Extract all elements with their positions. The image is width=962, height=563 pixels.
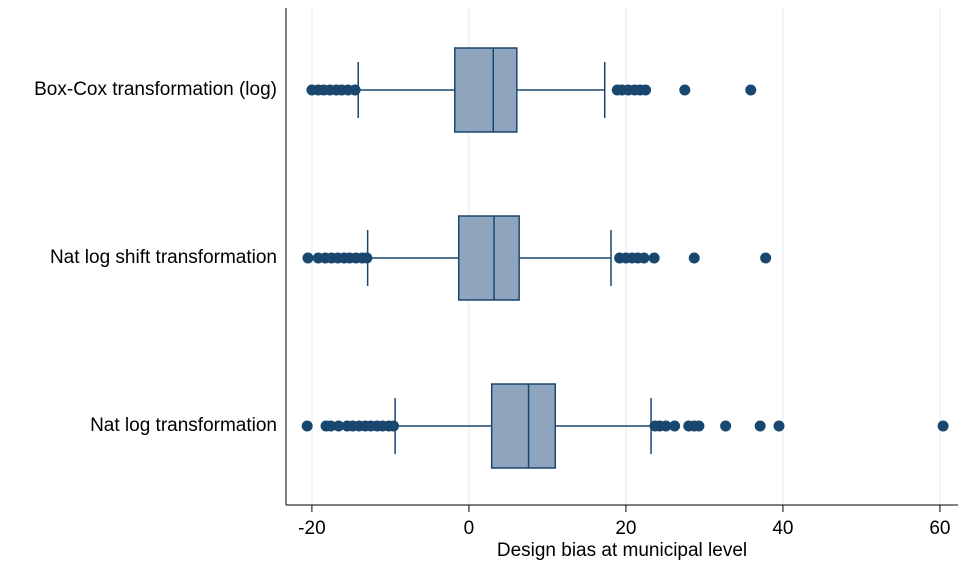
outlier xyxy=(679,84,691,96)
x-tick-label: 40 xyxy=(772,518,793,539)
outlier xyxy=(745,84,757,96)
x-axis-label: Design bias at municipal level xyxy=(497,540,747,561)
outlier xyxy=(648,252,660,264)
outlier xyxy=(720,420,732,432)
outlier xyxy=(333,420,345,432)
x-tick-label: -20 xyxy=(298,518,325,539)
x-tick-label: 0 xyxy=(464,518,475,539)
outlier xyxy=(349,84,361,96)
outlier xyxy=(302,252,314,264)
outlier xyxy=(325,420,337,432)
outlier xyxy=(688,252,700,264)
x-tick-label: 20 xyxy=(615,518,636,539)
outlier xyxy=(301,420,313,432)
box xyxy=(457,215,520,301)
outlier xyxy=(754,420,766,432)
category-label: Box-Cox transformation (log) xyxy=(34,79,277,100)
outlier xyxy=(669,420,681,432)
category-label: Nat log shift transformation xyxy=(50,247,277,268)
outlier xyxy=(640,84,652,96)
box xyxy=(490,383,557,469)
outlier xyxy=(388,420,400,432)
category-label: Nat log transformation xyxy=(90,415,277,436)
outlier xyxy=(937,420,949,432)
x-tick-label: 60 xyxy=(929,518,950,539)
outlier xyxy=(660,420,672,432)
outlier xyxy=(693,420,705,432)
outlier xyxy=(773,420,785,432)
outlier xyxy=(760,252,772,264)
outlier xyxy=(638,252,650,264)
outlier xyxy=(361,252,373,264)
box xyxy=(454,47,518,133)
